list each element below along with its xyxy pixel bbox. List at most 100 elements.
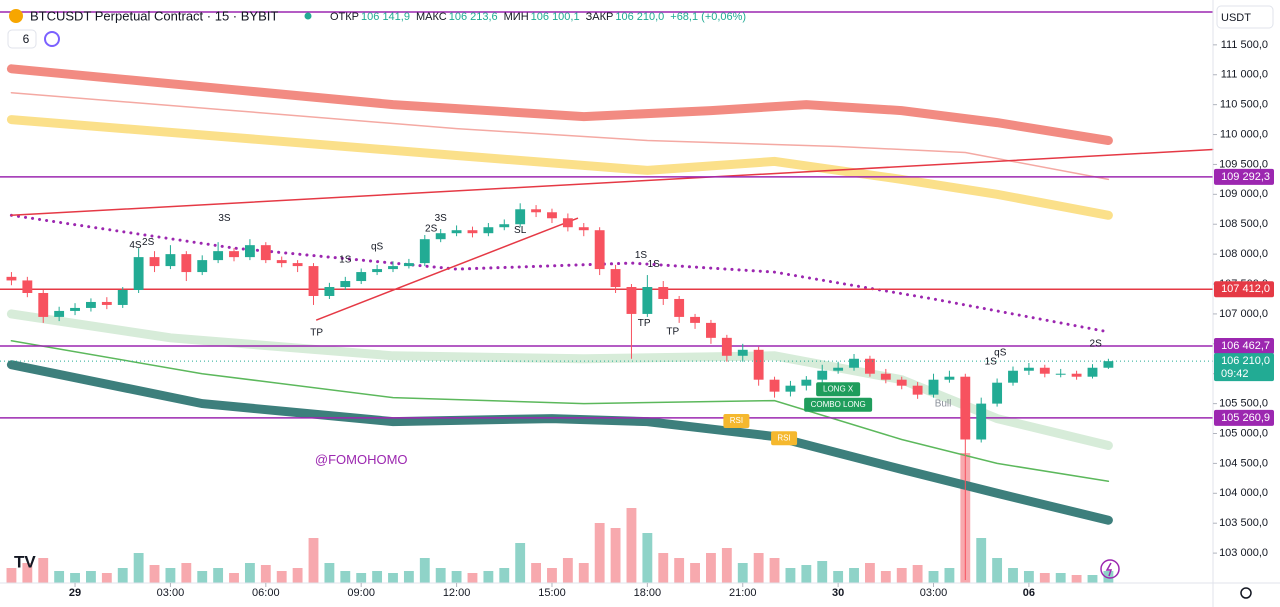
candle-body xyxy=(547,212,557,219)
candle-body xyxy=(388,266,398,270)
volume-bar xyxy=(1055,573,1066,583)
indicator-count: 6 xyxy=(23,32,30,46)
volume-bar xyxy=(642,533,653,583)
replay-icon[interactable] xyxy=(1100,559,1120,579)
volume-bar xyxy=(658,553,669,583)
volume-bar xyxy=(578,563,589,583)
candle-body xyxy=(292,263,303,267)
quote-label: ОТКР xyxy=(330,11,359,23)
candle-body xyxy=(896,379,907,386)
tv-logo: TV xyxy=(14,552,36,571)
candle-body xyxy=(244,245,255,258)
currency-button[interactable] xyxy=(1216,5,1274,29)
volume-bar xyxy=(340,571,351,583)
volume-bar xyxy=(706,553,716,583)
candle-body xyxy=(849,358,859,368)
candle-body xyxy=(86,301,96,308)
signal-label: 1S xyxy=(985,356,998,367)
candle-body xyxy=(912,385,923,395)
candle-body xyxy=(594,230,605,270)
volume-bar xyxy=(324,563,335,583)
volume-bar xyxy=(817,561,828,583)
signal-label: 2S xyxy=(425,224,438,235)
signal-label: qS xyxy=(994,347,1007,358)
x-tick-label: 03:00 xyxy=(920,587,948,599)
last-price-bg xyxy=(1214,353,1274,382)
candle-body xyxy=(992,382,1003,404)
volume-bar xyxy=(690,563,700,583)
volume-bar xyxy=(785,568,796,583)
level-label-bg xyxy=(1214,168,1274,185)
y-tick-label: 103 000,0 xyxy=(1219,547,1268,559)
volume-bar xyxy=(833,571,844,583)
candle-body xyxy=(22,280,33,293)
volume-bar xyxy=(372,571,383,583)
level-label-bg xyxy=(1214,281,1274,298)
volume-bar xyxy=(547,568,557,583)
volume-bar xyxy=(992,558,1003,583)
candle-body xyxy=(960,376,971,440)
volume-bar xyxy=(912,565,923,583)
signal-label: 1S xyxy=(648,259,661,270)
signal-label: 3S xyxy=(435,213,448,224)
quote-value: 106 213,6 xyxy=(449,11,498,23)
candle-body xyxy=(721,337,732,356)
refresh-icon[interactable] xyxy=(44,31,60,47)
candle-body xyxy=(229,251,239,258)
quote-change: +68,1 (+0,06%) xyxy=(670,11,746,23)
candle-body xyxy=(1103,361,1114,368)
candle-body xyxy=(356,272,367,282)
y-tick-label: 104 500,0 xyxy=(1219,457,1268,469)
indicator-toggle[interactable] xyxy=(7,29,37,49)
volume-bar xyxy=(849,568,859,583)
settings-icon[interactable] xyxy=(1240,587,1252,599)
symbol-icon xyxy=(9,9,23,23)
overlay-line xyxy=(9,213,1110,334)
y-tick-label: 108 000,0 xyxy=(1219,248,1268,260)
volume-bar xyxy=(451,571,462,583)
volume-bar xyxy=(674,558,685,583)
plot-area: 4S 2S3S1SqS2S3SSLTP1S1STPTP1SqS2SRSIRSILO… xyxy=(0,11,1214,583)
level-label: 106 462,7 xyxy=(1221,340,1270,352)
candle-body xyxy=(1071,373,1082,377)
candle-body xyxy=(737,349,748,356)
candle-body xyxy=(515,209,526,225)
overlay-line xyxy=(10,91,1110,181)
volume-bar xyxy=(1087,575,1098,583)
x-tick-label: 18:00 xyxy=(634,587,662,599)
candle-body xyxy=(181,254,192,273)
volume-bar xyxy=(356,573,367,583)
volume-bar xyxy=(721,548,732,583)
volume-bar xyxy=(419,558,430,583)
candle-body xyxy=(706,322,716,338)
x-tick-label: 30 xyxy=(832,587,844,599)
candle-body xyxy=(435,233,446,240)
volume-bar xyxy=(165,568,176,583)
quote-label: МАКС xyxy=(416,11,447,23)
volume-bar xyxy=(1071,575,1082,583)
volume-bar xyxy=(626,508,637,583)
signal-label: 4S xyxy=(129,240,142,251)
overlay-line xyxy=(315,217,579,321)
overlay-line xyxy=(10,340,1110,483)
y-tick-label: 110 000,0 xyxy=(1220,128,1268,140)
candle-body xyxy=(674,298,685,317)
level-label: 105 260,9 xyxy=(1221,412,1270,424)
y-tick-label: 108 500,0 xyxy=(1219,218,1268,230)
candle-body xyxy=(578,227,589,231)
volume-bar xyxy=(229,573,239,583)
volume-bar xyxy=(403,571,414,583)
candle-body xyxy=(626,287,637,314)
signal-label: SL xyxy=(514,225,527,236)
candle-body xyxy=(880,373,891,380)
volume-bar xyxy=(276,571,287,583)
volume-bar xyxy=(531,563,542,583)
candle-body xyxy=(1055,373,1066,375)
volume-bar xyxy=(880,571,891,583)
candle-body xyxy=(451,230,462,234)
volume-bar xyxy=(515,543,526,583)
volume-bar xyxy=(308,538,319,583)
tag-label: LONG X xyxy=(823,384,854,393)
symbol-title[interactable]: BTCUSDT Perpetual Contract · 15 · BYBIT xyxy=(30,8,278,23)
